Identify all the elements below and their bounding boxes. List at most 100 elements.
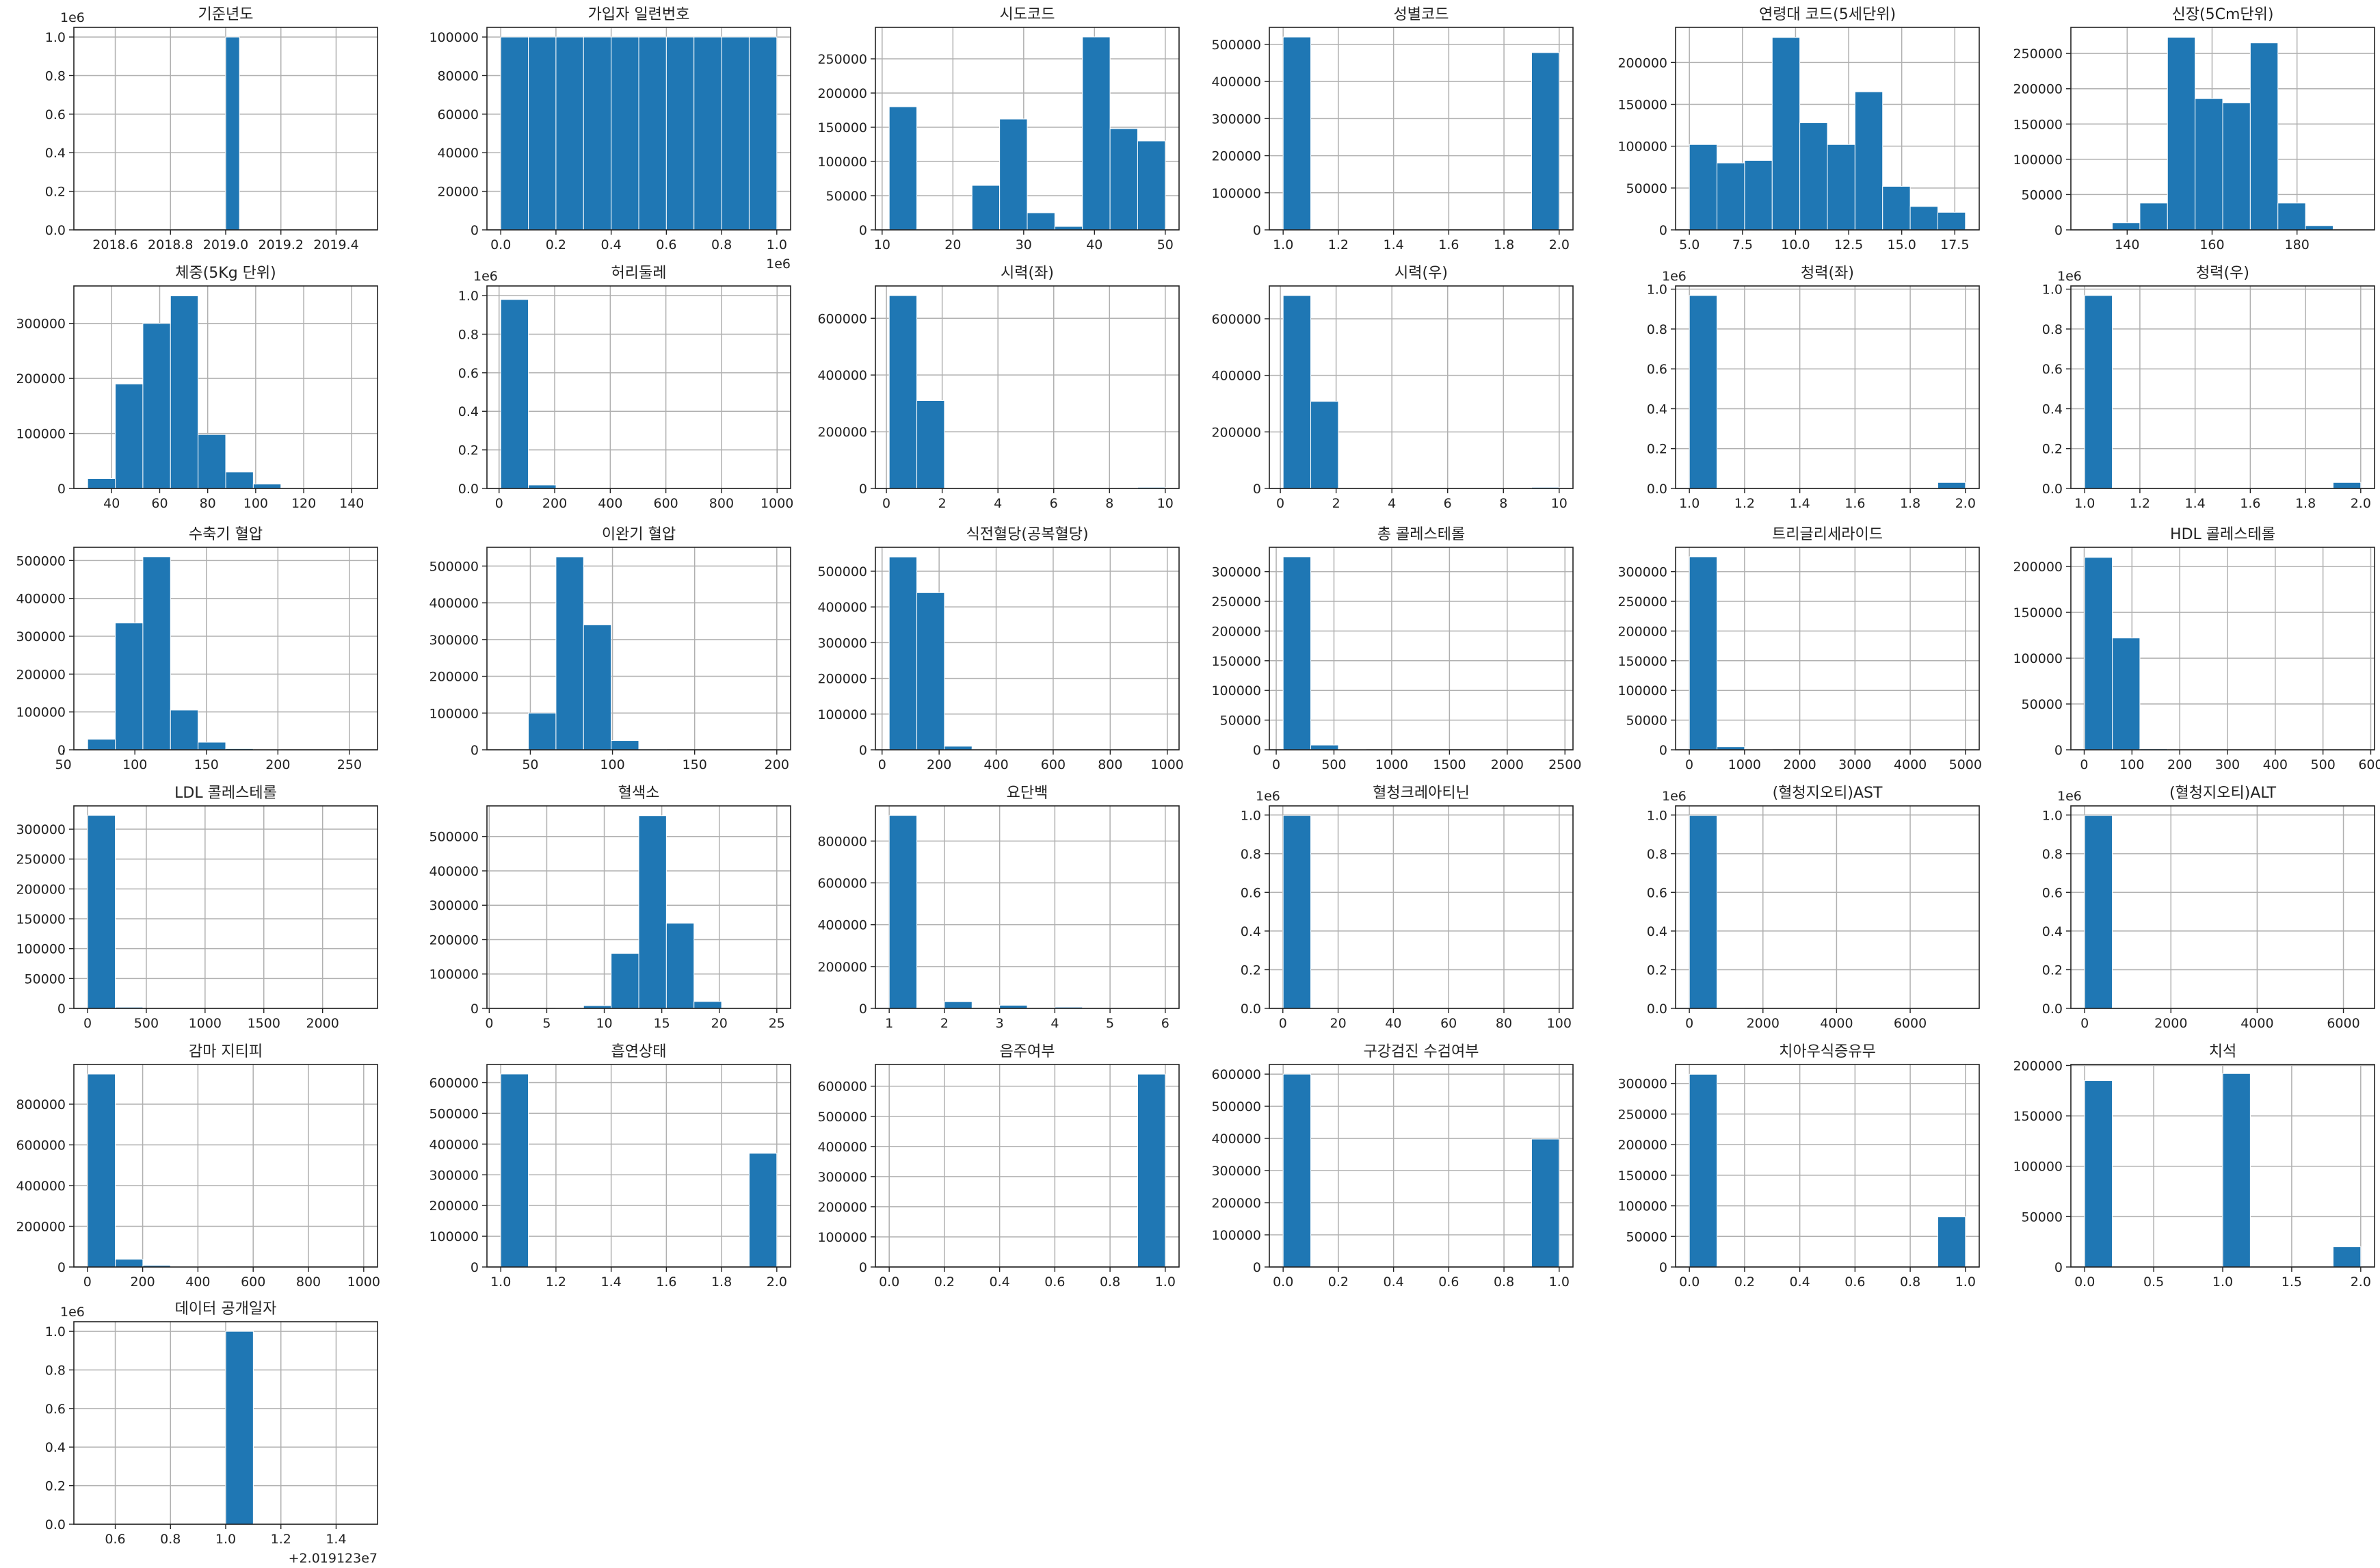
y-tick-label: 300000 [429, 898, 479, 913]
x-tick-label: 0.2 [546, 237, 566, 252]
x-tick-label: 0 [1272, 757, 1280, 772]
y-tick-label: 250000 [1617, 1107, 1667, 1122]
x-tick-label: 500 [134, 1016, 159, 1031]
y-tick-label: 250000 [16, 852, 66, 867]
y-tick-label: 0.8 [1647, 322, 1667, 337]
x-tick-label: 80 [200, 496, 216, 511]
y-tick-label: 100000 [2013, 1160, 2063, 1175]
x-tick-label: 1.2 [2130, 496, 2150, 511]
x-tick-label: 100 [600, 757, 624, 772]
x-tick-label: 0.8 [1494, 1275, 1514, 1290]
x-tick-label: 1.2 [546, 1275, 566, 1290]
y-tick-label: 100000 [2013, 153, 2063, 168]
y-tick-label: 600000 [1211, 1067, 1261, 1082]
histogram-bar [888, 106, 918, 231]
x-tick-label: 1000 [1375, 757, 1408, 772]
panel-title: 감마 지티피 [189, 1043, 263, 1060]
x-tick-label: 2000 [1747, 1016, 1780, 1031]
x-tick-label: 0.6 [105, 1532, 125, 1547]
panel-title: 트리글리세라이드 [1772, 526, 1883, 543]
y-tick-label: 0.2 [45, 1479, 66, 1494]
histogram-bar [2222, 102, 2251, 231]
y-tick-label: 50000 [1626, 181, 1667, 196]
x-tick-label: 15.0 [1888, 237, 1916, 252]
y-tick-label: 150000 [1617, 98, 1667, 113]
histogram-bar [1082, 36, 1111, 231]
histogram-bar [1282, 1073, 1312, 1268]
x-tick-label: 1.8 [2295, 496, 2316, 511]
panel-title: 청력(우) [2196, 265, 2249, 282]
x-tick-label: 1.4 [326, 1532, 346, 1547]
histogram-bar [555, 36, 584, 231]
x-tick-label: 0.0 [1273, 1275, 1293, 1290]
x-tick-label: 60 [151, 496, 168, 511]
histogram-bar [170, 709, 199, 750]
x-tick-label: 100 [2119, 757, 2144, 772]
x-tick-label: 250 [337, 757, 362, 772]
histogram-panel: 1.0 1.2 1.4 1.6 1.8 2.0 0 100000 200000 300000 400… [429, 1043, 791, 1290]
y-tick-label: 300000 [1211, 112, 1261, 127]
y-tick-label: 800000 [817, 834, 867, 849]
y-tick-label: 100000 [16, 427, 66, 442]
x-tick-label: 400 [2263, 757, 2288, 772]
x-tick-label: 0 [1685, 1016, 1693, 1031]
y-tick-label: 200000 [2013, 1058, 2063, 1073]
histogram-bar [611, 36, 639, 231]
x-tick-label: 100 [122, 757, 147, 772]
x-tick-label: 50 [55, 757, 72, 772]
x-tick-label: 120 [291, 496, 316, 511]
y-tick-label: 400000 [429, 864, 479, 879]
x-tick-label: 1.8 [1494, 237, 1514, 252]
y-tick-label: 0.8 [45, 1363, 66, 1378]
y-tick-label: 0.4 [45, 1440, 66, 1455]
y-tick-label: 100000 [1617, 1199, 1667, 1214]
plot-frame [1675, 285, 1980, 489]
x-tick-label: 2.0 [2351, 1275, 2371, 1290]
histogram-panel: 50 100 150 200 0 100000 200000 300000 400000 5000… [429, 526, 791, 772]
y-tick-label: 1.0 [1241, 808, 1261, 823]
histogram-bar [1689, 815, 1718, 1009]
y-tick-label: 600000 [817, 876, 867, 891]
y-tick-label: 1.0 [1647, 283, 1667, 298]
plot-frame [2070, 805, 2375, 1009]
histogram-bar [2277, 202, 2306, 231]
x-tick-label: 2019.4 [313, 237, 358, 252]
histogram-bar [638, 815, 667, 1009]
y-tick-label: 400000 [16, 592, 66, 607]
y-tick-label: 250000 [1211, 594, 1261, 610]
x-tick-label: 4 [994, 496, 1002, 511]
y-tick-label: 300000 [429, 633, 479, 648]
x-tick-label: 1.4 [601, 1275, 622, 1290]
y-tick-label: 0.8 [1241, 847, 1261, 862]
y-tick-label: 300000 [1211, 565, 1261, 580]
plot-frame [73, 1064, 378, 1268]
plot-frame [73, 805, 378, 1009]
y-tick-label: 200000 [1211, 1196, 1261, 1211]
histogram-bar [252, 484, 282, 489]
x-tick-label: 0.0 [879, 1275, 899, 1290]
x-tick-label: 2 [940, 1016, 949, 1031]
x-tick-label: 1.4 [1384, 237, 1404, 252]
x-offset-label: 1e6 [766, 257, 791, 272]
y-tick-label: 200000 [16, 667, 66, 682]
y-tick-label: 200000 [817, 425, 867, 440]
histogram-bar [142, 556, 171, 750]
y-tick-label: 0 [859, 1002, 867, 1017]
y-tick-label: 200000 [16, 371, 66, 387]
histogram-panel: 0.0 0.2 0.4 0.6 0.8 1.0 0 50000 100000 150000 2000… [1617, 1043, 1980, 1290]
x-tick-label: 0.6 [656, 237, 676, 252]
x-tick-label: 180 [2285, 237, 2310, 252]
y-tick-label: 50000 [1220, 714, 1261, 729]
y-tick-label: 50000 [2022, 187, 2063, 202]
histogram-bar [2112, 638, 2141, 750]
plot-frame [875, 1064, 1180, 1268]
y-offset-label: 1e6 [1256, 789, 1280, 804]
histogram-bar [198, 434, 226, 489]
y-tick-label: 0.6 [2042, 362, 2063, 377]
histogram-bar [2084, 295, 2113, 489]
x-tick-label: 1.0 [767, 237, 787, 252]
x-tick-label: 0.4 [990, 1275, 1010, 1290]
x-tick-label: 200 [2167, 757, 2192, 772]
x-tick-label: 1500 [1433, 757, 1466, 772]
histogram-bar [2139, 202, 2168, 231]
